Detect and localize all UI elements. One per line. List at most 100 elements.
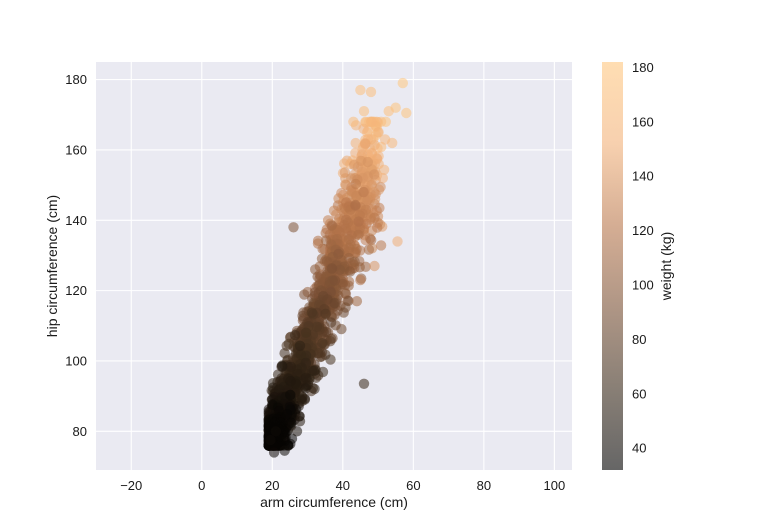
data-point xyxy=(345,266,356,277)
data-point xyxy=(265,434,276,446)
data-point xyxy=(342,217,354,228)
x-tick-label: −20 xyxy=(120,478,142,493)
x-tick-label: 100 xyxy=(544,478,566,493)
data-point xyxy=(325,336,336,347)
data-point xyxy=(285,389,296,401)
data-point xyxy=(369,212,380,223)
data-point xyxy=(350,178,361,190)
data-point xyxy=(317,243,328,255)
data-point xyxy=(348,159,360,171)
y-tick-label: 100 xyxy=(65,353,87,368)
data-point xyxy=(294,340,306,351)
data-point xyxy=(353,229,364,240)
y-tick-label: 160 xyxy=(65,142,87,157)
data-point xyxy=(369,169,380,180)
data-point xyxy=(366,234,377,246)
colorbar-tick-label: 40 xyxy=(632,441,646,456)
data-point xyxy=(369,260,380,272)
data-point xyxy=(362,156,373,168)
data-point xyxy=(312,235,324,246)
data-point xyxy=(299,289,310,300)
y-tick-label: 80 xyxy=(73,424,87,439)
data-point xyxy=(358,123,369,134)
data-point xyxy=(283,338,294,349)
data-point xyxy=(365,86,377,98)
data-point xyxy=(351,296,363,307)
data-point xyxy=(300,372,312,383)
colorbar-tick-label: 60 xyxy=(632,386,646,401)
data-point xyxy=(322,294,333,305)
data-point xyxy=(343,295,354,307)
data-point xyxy=(300,357,312,369)
data-point xyxy=(306,307,318,318)
data-point xyxy=(397,77,408,89)
data-point xyxy=(281,409,293,420)
data-point xyxy=(383,106,394,117)
x-tick-label: 40 xyxy=(336,478,350,493)
data-point xyxy=(355,84,366,96)
colorbar-tick-label: 140 xyxy=(632,169,654,184)
data-point xyxy=(268,447,280,458)
data-point xyxy=(295,349,306,360)
data-point xyxy=(291,426,303,437)
data-point xyxy=(360,138,371,149)
data-point xyxy=(286,433,298,444)
colorbar-tick-label: 120 xyxy=(632,223,654,238)
data-point xyxy=(285,376,296,387)
data-point xyxy=(277,361,288,372)
data-point xyxy=(392,236,403,247)
data-point xyxy=(375,240,387,251)
data-point xyxy=(286,417,297,428)
y-tick-labels: 80 100 120 140 160 180 xyxy=(65,72,87,439)
data-point xyxy=(349,256,360,267)
data-point xyxy=(350,199,361,211)
data-point xyxy=(358,186,369,198)
data-point xyxy=(372,222,383,233)
data-point xyxy=(401,107,412,119)
data-point xyxy=(375,181,386,193)
data-point xyxy=(311,321,323,332)
colorbar-tick-labels: 40 60 80 100 120 140 160 180 xyxy=(632,60,654,456)
data-point xyxy=(288,222,299,233)
data-point xyxy=(285,361,297,372)
data-point xyxy=(279,445,290,456)
data-point xyxy=(300,383,311,394)
data-point xyxy=(326,220,337,231)
data-point xyxy=(378,164,390,175)
y-tick-label: 120 xyxy=(65,283,87,298)
x-axis-label: arm circumference (cm) xyxy=(260,494,408,510)
y-axis-label: hip circumference (cm) xyxy=(44,195,60,337)
x-tick-labels: −20 0 20 40 60 80 100 xyxy=(120,478,565,493)
colorbar-tick-label: 180 xyxy=(632,60,654,75)
data-point xyxy=(308,365,320,377)
data-point xyxy=(333,248,344,260)
data-point xyxy=(358,378,370,389)
data-points xyxy=(263,77,412,458)
data-point xyxy=(320,308,331,319)
data-point xyxy=(363,244,375,255)
data-point xyxy=(326,263,338,274)
y-tick-label: 180 xyxy=(65,72,87,87)
data-point xyxy=(374,202,385,214)
colorbar-tick-label: 80 xyxy=(632,332,646,347)
data-point xyxy=(289,330,301,341)
data-point xyxy=(269,417,280,428)
data-point xyxy=(353,216,364,227)
data-point xyxy=(317,338,328,349)
data-point xyxy=(358,106,370,117)
colorbar-label: weight (kg) xyxy=(658,232,674,301)
data-point xyxy=(387,137,398,149)
data-point xyxy=(373,127,384,138)
colorbar-tick-label: 100 xyxy=(632,278,654,293)
x-tick-label: 60 xyxy=(406,478,420,493)
data-point xyxy=(329,275,341,286)
data-point xyxy=(336,323,347,335)
data-point xyxy=(348,116,359,128)
data-point xyxy=(300,327,312,338)
data-point xyxy=(325,354,336,365)
x-tick-label: 20 xyxy=(265,478,279,493)
colorbar-tick-label: 160 xyxy=(632,114,654,129)
y-tick-label: 140 xyxy=(65,213,87,228)
data-point xyxy=(270,426,281,437)
